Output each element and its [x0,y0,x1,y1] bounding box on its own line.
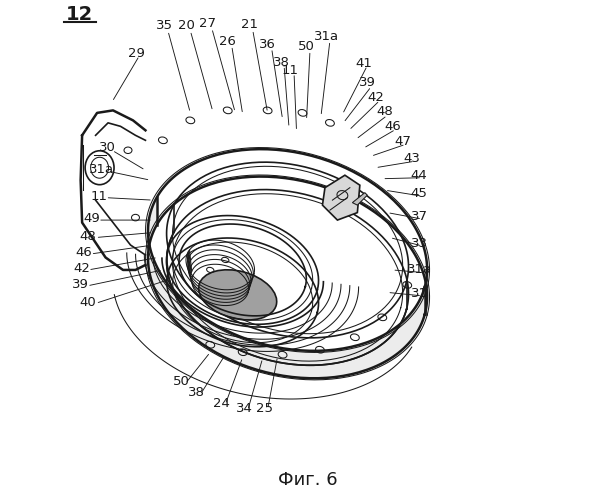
Text: 41: 41 [355,56,372,70]
Text: 30: 30 [98,142,116,154]
Text: 42: 42 [368,91,385,104]
Text: 37: 37 [411,210,427,222]
Text: 39: 39 [359,76,376,90]
Text: 40: 40 [80,296,97,309]
Polygon shape [352,192,367,205]
Text: 20: 20 [178,19,195,32]
Text: 27: 27 [199,16,216,30]
Text: 31: 31 [411,287,427,300]
Text: 31a: 31a [407,264,432,276]
Text: 44: 44 [411,168,427,181]
Text: 38: 38 [188,386,205,398]
Text: 38: 38 [272,56,290,68]
Text: 39: 39 [72,278,89,291]
Text: 46: 46 [384,120,401,133]
Text: 45: 45 [411,186,427,200]
Ellipse shape [199,270,277,320]
Text: 50: 50 [298,40,315,53]
Text: 26: 26 [220,35,236,48]
Text: 25: 25 [256,402,272,414]
Polygon shape [322,175,360,220]
Text: 31a: 31a [314,30,339,43]
Text: 11: 11 [90,190,108,202]
Text: 43: 43 [403,152,420,165]
Text: 24: 24 [213,396,229,409]
Text: 46: 46 [76,246,92,259]
Text: 48: 48 [80,230,97,242]
Text: 50: 50 [173,374,190,388]
Text: 34: 34 [236,402,253,415]
Text: Фиг. 6: Фиг. 6 [278,472,337,490]
Text: 31a: 31a [89,162,114,175]
Text: 29: 29 [127,46,145,60]
Text: 12: 12 [66,4,93,24]
Text: 48: 48 [376,105,392,118]
Polygon shape [148,198,425,378]
Text: 11: 11 [282,64,299,76]
Text: 47: 47 [394,135,411,148]
Text: 42: 42 [73,262,90,276]
Text: 33: 33 [411,237,427,250]
Text: 49: 49 [83,212,100,225]
Text: 35: 35 [156,19,173,32]
Text: 36: 36 [259,38,276,51]
Text: 21: 21 [240,18,258,31]
